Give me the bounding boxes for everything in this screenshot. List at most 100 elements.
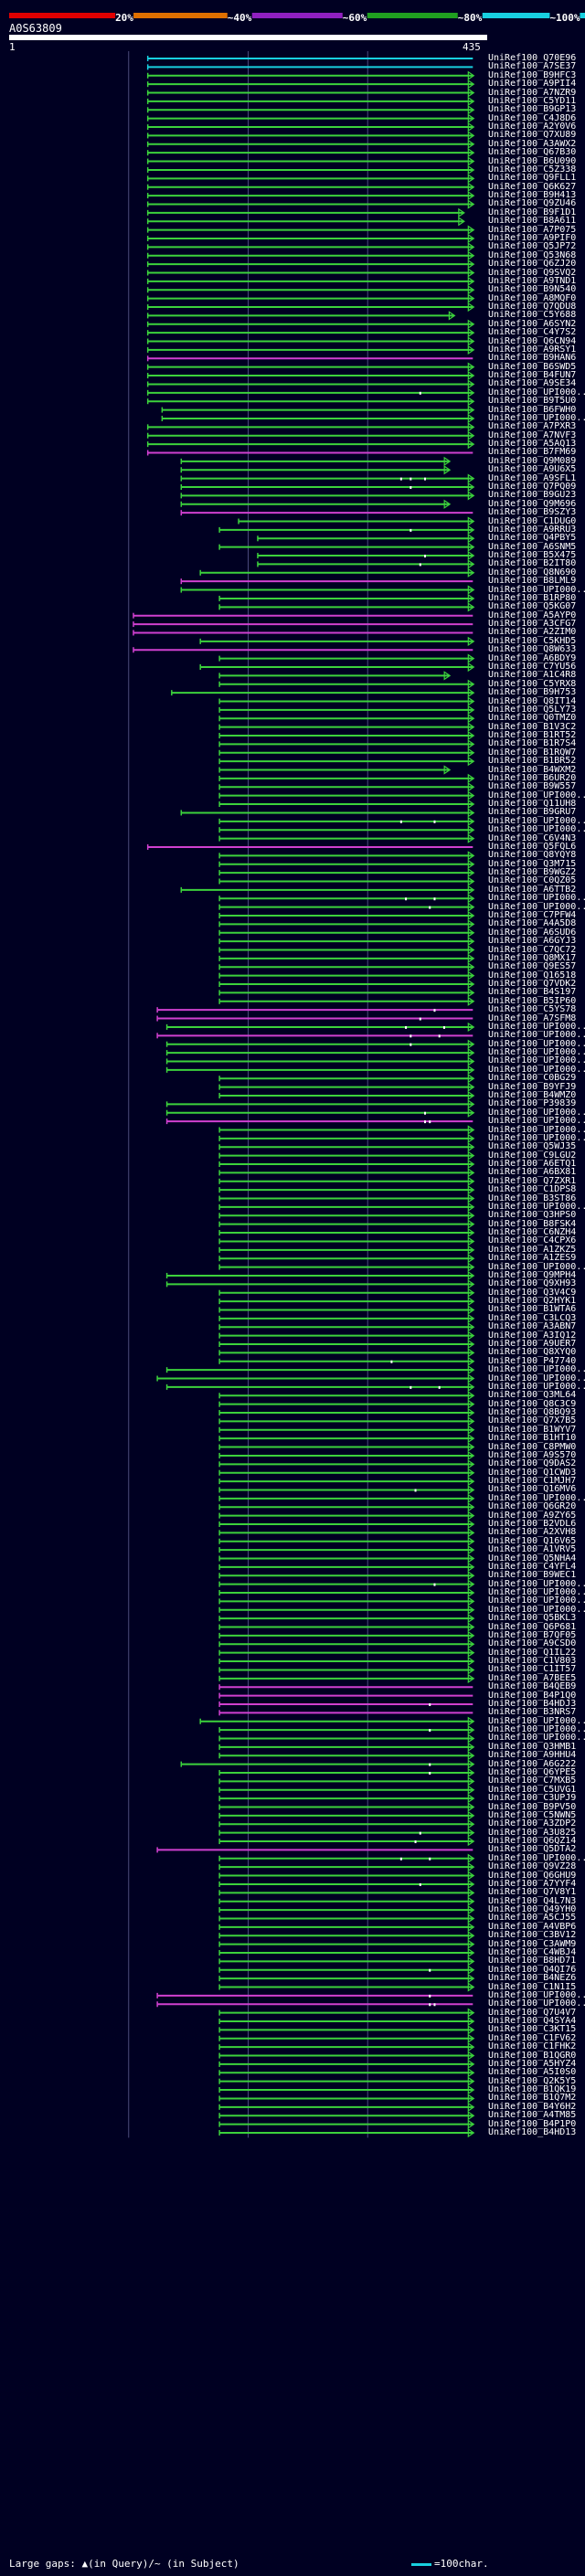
hit-label[interactable]: UniRef100_C1IT57 [488, 1664, 577, 1675]
hit-label[interactable]: UniRef100_Q6GHU9 [488, 1870, 577, 1881]
hit-label[interactable]: UniRef100_Q49YH0 [488, 1904, 577, 1915]
hit-label[interactable]: UniRef100_UPI000... [488, 412, 585, 423]
hit-label[interactable]: UniRef100_C5YS78 [488, 1004, 577, 1015]
hit-label[interactable]: UniRef100_A7SE37 [488, 61, 577, 72]
hit-label[interactable]: UniRef100_C0QZ05 [488, 875, 577, 886]
hit-label[interactable]: UniRef100_Q53N68 [488, 249, 577, 260]
hit-label[interactable]: UniRef100_A1VRV5 [488, 1544, 577, 1555]
hit-label[interactable]: UniRef100_B4WMZ0 [488, 1089, 577, 1100]
hit-label[interactable]: UniRef100_UPI000... [488, 1595, 585, 1606]
hit-label[interactable]: UniRef100_Q67B30 [488, 147, 577, 158]
hit-label[interactable]: UniRef100_Q7V8Y1 [488, 1887, 577, 1898]
hit-label[interactable]: UniRef100_C4CPX6 [488, 1235, 577, 1246]
hit-label[interactable]: UniRef100_Q6K627 [488, 181, 577, 192]
hit-label[interactable]: UniRef100_Q16V65 [488, 1535, 577, 1546]
hit-label[interactable]: UniRef100_B1RP80 [488, 592, 577, 603]
hit-label[interactable]: UniRef100_C1DPS8 [488, 1184, 577, 1195]
hit-label[interactable]: UniRef100_C3AWM9 [488, 1938, 577, 1949]
hit-label[interactable]: UniRef100_Q6CN94 [488, 335, 577, 346]
hit-label[interactable]: UniRef100_B7FM69 [488, 447, 577, 458]
hit-label[interactable]: UniRef100_Q8IT14 [488, 695, 577, 706]
hit-label[interactable]: UniRef100_Q8W633 [488, 644, 577, 655]
hit-label[interactable]: UniRef100_A7BEE5 [488, 1672, 577, 1683]
hit-label[interactable]: UniRef100_C1FV62 [488, 2032, 577, 2043]
hit-label[interactable]: UniRef100_UPI000... [488, 893, 585, 904]
hit-label[interactable]: UniRef100_A9CSD0 [488, 1638, 577, 1649]
hit-label[interactable]: UniRef100_B1WYV7 [488, 1424, 577, 1435]
hit-label[interactable]: UniRef100_B9WGZ2 [488, 867, 577, 878]
hit-label[interactable]: UniRef100_B9F1D1 [488, 207, 577, 217]
hit-label[interactable]: UniRef100_A3ZDP2 [488, 1818, 577, 1829]
hit-label[interactable]: UniRef100_A9PIF0 [488, 232, 577, 243]
hit-label[interactable]: UniRef100_A4A5D8 [488, 918, 577, 929]
hit-label[interactable]: UniRef100_C4WBJ4 [488, 1946, 577, 1957]
hit-label[interactable]: UniRef100_B9GRU7 [488, 807, 577, 818]
hit-label[interactable]: UniRef100_Q3ML64 [488, 1390, 577, 1401]
hit-label[interactable]: UniRef100_Q4SYA4 [488, 2016, 577, 2027]
hit-label[interactable]: UniRef100_B6FWH0 [488, 404, 577, 415]
hit-label[interactable]: UniRef100_UPI000... [488, 1030, 585, 1041]
hit-label[interactable]: UniRef100_A3U825 [488, 1827, 577, 1838]
hit-label[interactable]: UniRef100_B9SZY3 [488, 507, 577, 518]
hit-label[interactable]: UniRef100_A1ZES9 [488, 1253, 577, 1264]
hit-label[interactable]: UniRef100_A9ZY65 [488, 1510, 577, 1521]
hit-label[interactable]: UniRef100_C8PMW0 [488, 1441, 577, 1452]
hit-label[interactable]: UniRef100_Q9XH93 [488, 1278, 577, 1289]
hit-label[interactable]: UniRef100_Q11UH8 [488, 799, 577, 810]
hit-label[interactable]: UniRef100_UPI000... [488, 1852, 585, 1863]
hit-label[interactable]: UniRef100_A6BDY9 [488, 652, 577, 663]
hit-label[interactable]: UniRef100_Q3V4C9 [488, 1287, 577, 1298]
hit-label[interactable]: UniRef100_UPI000... [488, 584, 585, 595]
hit-label[interactable]: UniRef100_Q7X7B5 [488, 1415, 577, 1426]
hit-label[interactable]: UniRef100_UPI000... [488, 1038, 585, 1049]
hit-label[interactable]: UniRef100_A9UER7 [488, 1339, 577, 1349]
hit-label[interactable]: UniRef100_P47740 [488, 1355, 577, 1366]
hit-label[interactable]: UniRef100_A9RRU3 [488, 524, 577, 535]
hit-label[interactable]: UniRef100_UPI000... [488, 1733, 585, 1744]
hit-label[interactable]: UniRef100_Q1IL22 [488, 1647, 577, 1658]
hit-label[interactable]: UniRef100_UPI000... [488, 1064, 585, 1075]
hit-label[interactable]: UniRef100_Q8C3C9 [488, 1398, 577, 1409]
hit-label[interactable]: UniRef100_B4S197 [488, 987, 577, 998]
hit-label[interactable]: UniRef100_Q0TMZ0 [488, 713, 577, 724]
hit-label[interactable]: UniRef100_B4HD13 [488, 2126, 577, 2137]
hit-label[interactable]: UniRef100_Q5FQL6 [488, 841, 577, 852]
hit-label[interactable]: UniRef100_A6G222 [488, 1758, 577, 1769]
hit-label[interactable]: UniRef100_C4J8D6 [488, 112, 577, 123]
hit-label[interactable]: UniRef100_UPI000... [488, 1261, 585, 1272]
hit-label[interactable]: UniRef100_UPI000... [488, 1381, 585, 1392]
hit-label[interactable]: UniRef100_UPI000... [488, 790, 585, 800]
hit-label[interactable]: UniRef100_B8HD71 [488, 1956, 577, 1966]
hit-label[interactable]: UniRef100_A4VBP6 [488, 1921, 577, 1932]
hit-label[interactable]: UniRef100_UPI000... [488, 1604, 585, 1615]
hit-label[interactable]: UniRef100_Q3HMB1 [488, 1741, 577, 1752]
hit-label[interactable]: UniRef100_A4TM85 [488, 2110, 577, 2121]
hit-label[interactable]: UniRef100_B6U090 [488, 155, 577, 166]
hit-label[interactable]: UniRef100_UPI000... [488, 1587, 585, 1598]
hit-label[interactable]: UniRef100_B9HFC3 [488, 69, 577, 80]
hit-label[interactable]: UniRef100_UPI000... [488, 1492, 585, 1503]
hit-label[interactable]: UniRef100_C6V4N3 [488, 832, 577, 843]
hit-label[interactable]: UniRef100_A3IQ12 [488, 1330, 577, 1341]
hit-label[interactable]: UniRef100_Q70E96 [488, 53, 577, 63]
hit-label[interactable]: UniRef100_B7QF05 [488, 1629, 577, 1640]
hit-label[interactable]: UniRef100_A6ETQ1 [488, 1159, 577, 1170]
hit-label[interactable]: UniRef100_A9PII4 [488, 79, 577, 90]
hit-label[interactable]: UniRef100_B9GU23 [488, 490, 577, 501]
hit-label[interactable]: UniRef100_B9H753 [488, 687, 577, 698]
hit-label[interactable]: UniRef100_A9S570 [488, 1449, 577, 1460]
hit-label[interactable]: UniRef100_C5NWN5 [488, 1809, 577, 1820]
hit-label[interactable]: UniRef100_C7QC72 [488, 944, 577, 955]
hit-label[interactable]: UniRef100_Q9M089 [488, 455, 577, 466]
hit-label[interactable]: UniRef100_UPI000... [488, 1724, 585, 1735]
hit-label[interactable]: UniRef100_UPI000... [488, 1373, 585, 1383]
hit-label[interactable]: UniRef100_Q5DTA2 [488, 1844, 577, 1855]
hit-label[interactable]: UniRef100_C7PFW4 [488, 910, 577, 920]
hit-label[interactable]: UniRef100_A9SFL1 [488, 472, 577, 483]
hit-label[interactable]: UniRef100_C0BG29 [488, 1073, 577, 1084]
hit-label[interactable]: UniRef100_Q9VZ28 [488, 1861, 577, 1872]
hit-label[interactable]: UniRef100_A9HHU4 [488, 1750, 577, 1761]
hit-label[interactable]: UniRef100_UPI000... [488, 1201, 585, 1212]
hit-label[interactable]: UniRef100_A2Y0V6 [488, 122, 577, 133]
hit-label[interactable]: UniRef100_Q9ZU46 [488, 198, 577, 209]
